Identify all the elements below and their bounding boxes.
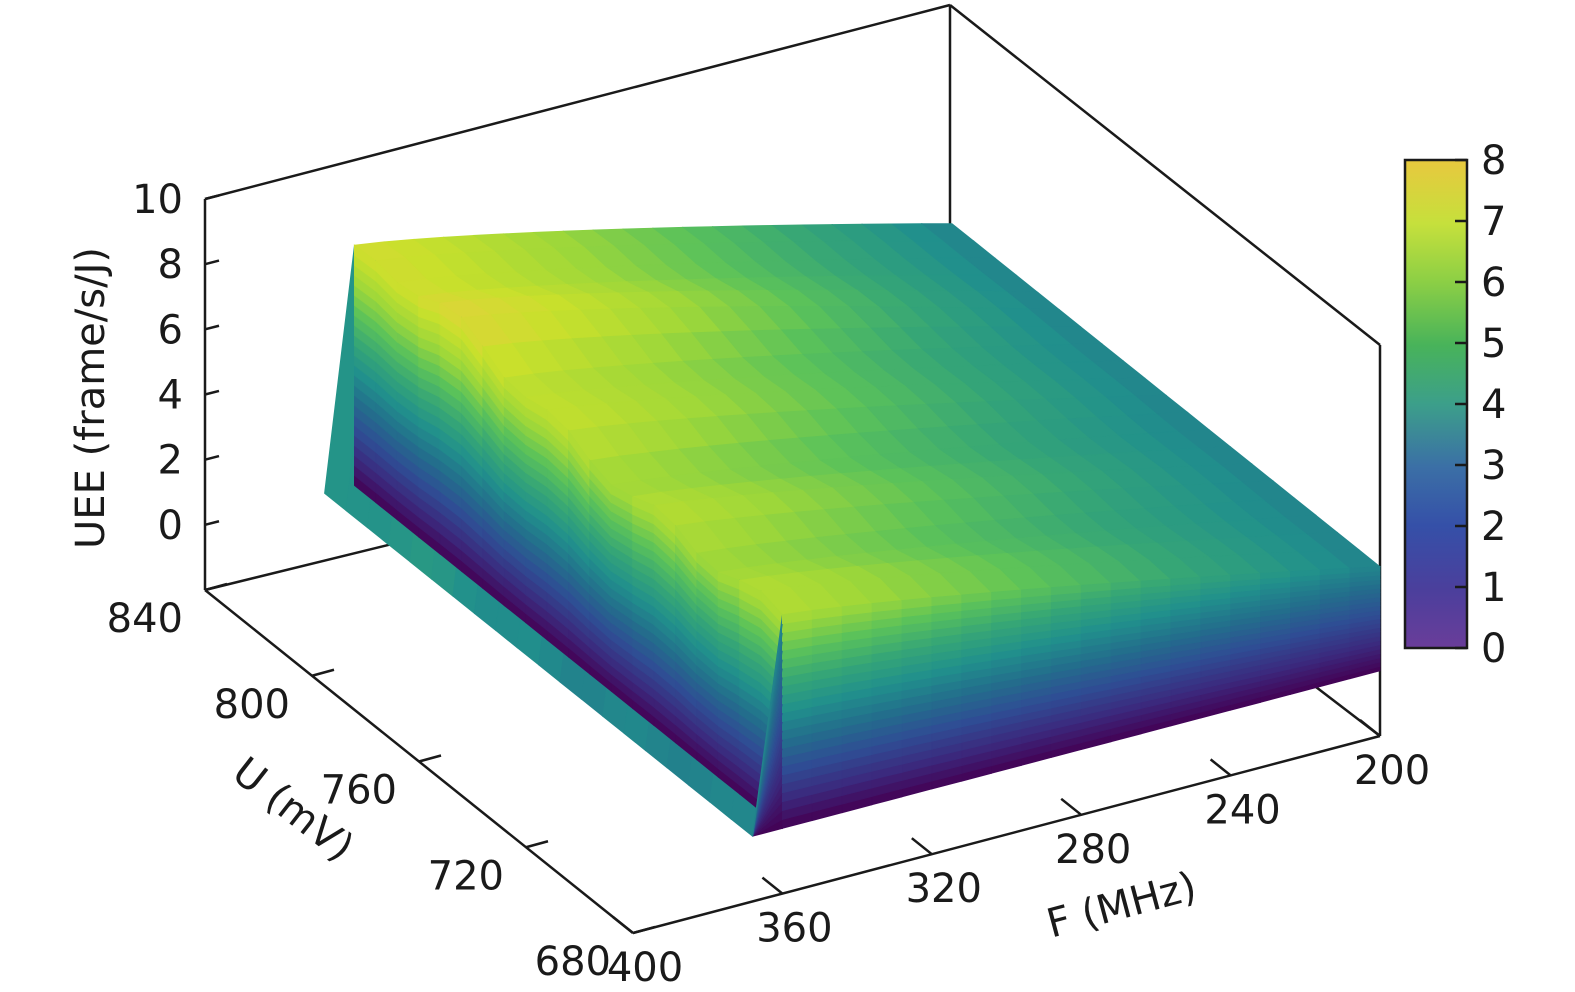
uee-surface <box>324 223 1382 838</box>
colorbar-tick-label: 1 <box>1481 565 1506 611</box>
u-tick-mark <box>418 754 442 763</box>
z-tick-label: 4 <box>158 373 183 419</box>
f-tick-mark <box>1209 758 1232 777</box>
colorbar-tick-label: 4 <box>1481 382 1506 428</box>
f-tick-mark <box>911 837 933 856</box>
z-tick-label: 0 <box>158 503 183 549</box>
f-tick-label: 360 <box>756 906 832 952</box>
colorbar-ticks: 0 1 2 3 4 5 6 7 8 <box>1455 138 1506 672</box>
u-tick-mark <box>204 582 228 592</box>
z-tick-mark <box>204 520 220 527</box>
colorbar-tick-label: 2 <box>1481 504 1506 550</box>
f-tick-mark <box>1359 719 1381 737</box>
colorbar-tick-label: 0 <box>1481 626 1506 672</box>
f-tick-label: 200 <box>1354 748 1430 794</box>
u-tick-label: 800 <box>214 682 290 728</box>
u-tick-label: 760 <box>321 768 397 814</box>
f-tick-label: 400 <box>607 945 683 991</box>
z-tick-label: 10 <box>132 177 183 223</box>
z-tick-mark <box>204 259 220 266</box>
f-tick-mark <box>612 916 634 934</box>
surface-patch <box>1349 566 1381 574</box>
z-tick-label: 8 <box>158 242 183 288</box>
colorbar-tick-label: 5 <box>1481 321 1506 367</box>
f-tick-mark <box>761 876 784 895</box>
z-tick-label: 2 <box>158 438 183 484</box>
u-tick-label: 680 <box>535 939 611 985</box>
z-tick-mark <box>204 389 220 396</box>
f-tick-label: 240 <box>1204 787 1280 833</box>
z-tick-label: 6 <box>158 307 183 353</box>
z-tick-mark <box>204 194 220 201</box>
z-tick-mark <box>204 324 220 331</box>
u-tick-mark <box>525 840 549 849</box>
colorbar-tick-label: 7 <box>1481 199 1506 245</box>
u-axis-ticks: 840 800 760 720 680 <box>107 582 656 985</box>
colorbar-tick-label: 3 <box>1481 443 1506 489</box>
z-axis-ticks: 0 2 4 6 8 10 <box>132 177 220 549</box>
colorbar: 0 1 2 3 4 5 6 7 8 <box>1403 138 1506 672</box>
z-axis-label: UEE (frame/s/J) <box>68 247 114 549</box>
u-tick-label: 840 <box>107 596 183 642</box>
f-tick-mark <box>1060 797 1082 816</box>
u-tick-mark <box>311 668 335 677</box>
colorbar-tick-label: 8 <box>1481 138 1506 184</box>
f-axis-ticks: 400 360 320 280 240 200 <box>607 719 1430 991</box>
f-tick-label: 280 <box>1055 827 1131 873</box>
u-tick-mark <box>632 925 656 935</box>
u-tick-label: 720 <box>428 853 504 899</box>
colorbar-tick-label: 6 <box>1481 260 1506 306</box>
z-tick-mark <box>204 454 220 461</box>
f-axis-label: F (MHz) <box>1042 863 1201 947</box>
f-tick-label: 320 <box>906 866 982 912</box>
